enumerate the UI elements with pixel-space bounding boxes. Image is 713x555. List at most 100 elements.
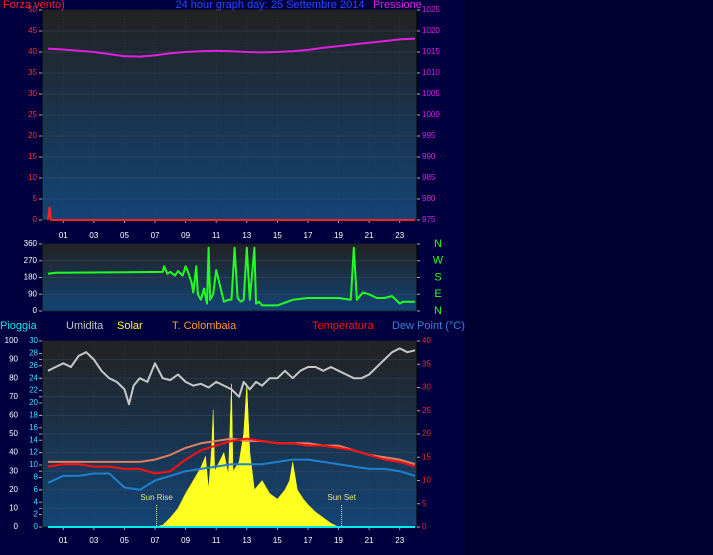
y2-tick-label: 980 — [422, 194, 436, 203]
series-line — [47, 437, 416, 475]
x-tick-label: 07 — [151, 536, 160, 545]
y2-tick-label: 10 — [422, 476, 431, 485]
x-tick-label: 03 — [89, 231, 98, 240]
x-tick-label: 17 — [304, 231, 313, 240]
series-line — [47, 347, 416, 406]
series-line — [47, 458, 416, 491]
y3-tick-label: 8 — [34, 473, 39, 482]
x-tick-label: 23 — [395, 536, 404, 545]
y2-tick-label: 0 — [422, 522, 427, 531]
y2-tick-label: 1005 — [422, 89, 440, 98]
y2-tick-label: 990 — [422, 152, 436, 161]
y-tick-label: 45 — [28, 26, 37, 35]
y-tick-label: 50 — [9, 429, 18, 438]
y2-tick-label: 20 — [422, 429, 431, 438]
y-tick-label: 0 — [33, 215, 38, 224]
y-tick-label: 270 — [24, 256, 38, 265]
y2-tick-label: 30 — [422, 383, 431, 392]
y2-tick-label: 40 — [422, 336, 431, 345]
x-tick-label: 03 — [89, 536, 98, 545]
y-tick-label: 90 — [9, 355, 18, 364]
x-tick-label: 13 — [242, 231, 251, 240]
y2-tick-label: 15 — [422, 452, 431, 461]
legend-label: Pioggia — [0, 320, 38, 332]
y-tick-label: 30 — [28, 89, 37, 98]
series-line — [47, 206, 415, 221]
x-tick-label: 05 — [120, 231, 129, 240]
y-tick-label: 10 — [28, 173, 37, 182]
x-tick-label: 23 — [395, 231, 404, 240]
y-tick-label: 15 — [28, 152, 37, 161]
y2-tick-label: S — [434, 271, 441, 283]
x-tick-label: 05 — [120, 536, 129, 545]
x-tick-label: 13 — [242, 536, 251, 545]
x-tick-label: 15 — [273, 536, 282, 545]
y-tick-label: 90 — [28, 289, 37, 298]
legend-label: Umidita — [66, 320, 104, 332]
y-tick-label: 60 — [9, 411, 18, 420]
y3-tick-label: 12 — [29, 448, 38, 457]
y-tick-label: 180 — [24, 273, 38, 282]
series-line — [47, 246, 415, 307]
legend-label: Temperatura — [312, 320, 375, 332]
y3-tick-label: 16 — [29, 423, 38, 432]
y-tick-label: 80 — [9, 373, 18, 382]
y2-tick-label: N — [434, 305, 442, 317]
y-tick-label: 10 — [9, 504, 18, 513]
y-tick-label: 40 — [9, 448, 18, 457]
x-tick-label: 15 — [273, 231, 282, 240]
series-line — [47, 37, 416, 58]
x-tick-label: 19 — [334, 231, 343, 240]
x-tick-label: 09 — [181, 536, 190, 545]
y-tick-label: 0 — [33, 306, 38, 315]
y2-tick-label: 995 — [422, 131, 436, 140]
y-tick-label: 70 — [9, 392, 18, 401]
y2-tick-label: 1025 — [422, 5, 440, 14]
y3-tick-label: 10 — [29, 460, 38, 469]
x-tick-label: 11 — [212, 536, 221, 545]
x-tick-label: 07 — [151, 231, 160, 240]
y-tick-label: 5 — [33, 194, 38, 203]
y3-tick-label: 18 — [29, 411, 38, 420]
y-tick-label: 20 — [28, 131, 37, 140]
y2-tick-label: W — [433, 255, 444, 267]
y2-tick-label: 1010 — [422, 68, 440, 77]
y2-tick-label: 1020 — [422, 26, 440, 35]
y3-tick-label: 22 — [29, 386, 38, 395]
x-tick-label: 09 — [181, 231, 190, 240]
y-tick-label: 20 — [9, 485, 18, 494]
y2-tick-label: 1000 — [422, 110, 440, 119]
y3-tick-label: 4 — [34, 497, 39, 506]
y3-tick-label: 28 — [29, 349, 38, 358]
annotation-label: Sun Set — [327, 493, 356, 502]
x-tick-label: 01 — [59, 231, 68, 240]
y3-tick-label: 24 — [29, 373, 38, 382]
legend-label: Dew Point (°C) — [392, 320, 465, 332]
y3-tick-label: 2 — [34, 510, 39, 519]
y2-tick-label: 5 — [422, 499, 427, 508]
y-tick-label: 35 — [28, 68, 37, 77]
y2-tick-label: 35 — [422, 359, 431, 368]
legend-label: T. Colombaia — [172, 320, 237, 332]
x-tick-label: 11 — [212, 231, 221, 240]
x-tick-label: 19 — [334, 536, 343, 545]
y2-tick-label: E — [434, 288, 441, 300]
y2-tick-label: 975 — [422, 215, 436, 224]
legend-label: Solar — [117, 320, 143, 332]
chart-title: 24 hour graph day: 25 Settembre 2014 — [176, 0, 365, 11]
x-tick-label: 21 — [365, 231, 374, 240]
y3-tick-label: 14 — [29, 435, 38, 444]
y-tick-label: 25 — [28, 110, 37, 119]
legend-label: Forza vento) — [3, 0, 65, 11]
y-tick-label: 100 — [5, 336, 19, 345]
y3-tick-label: 0 — [34, 522, 39, 531]
y2-tick-label: N — [434, 238, 442, 250]
legend-label: Pressione — [373, 0, 422, 11]
y-tick-label: 40 — [28, 47, 37, 56]
annotation-label: Sun Rise — [140, 493, 173, 502]
y-tick-label: 360 — [24, 239, 38, 248]
y-tick-label: 30 — [9, 466, 18, 475]
y-tick-label: 0 — [14, 522, 19, 531]
